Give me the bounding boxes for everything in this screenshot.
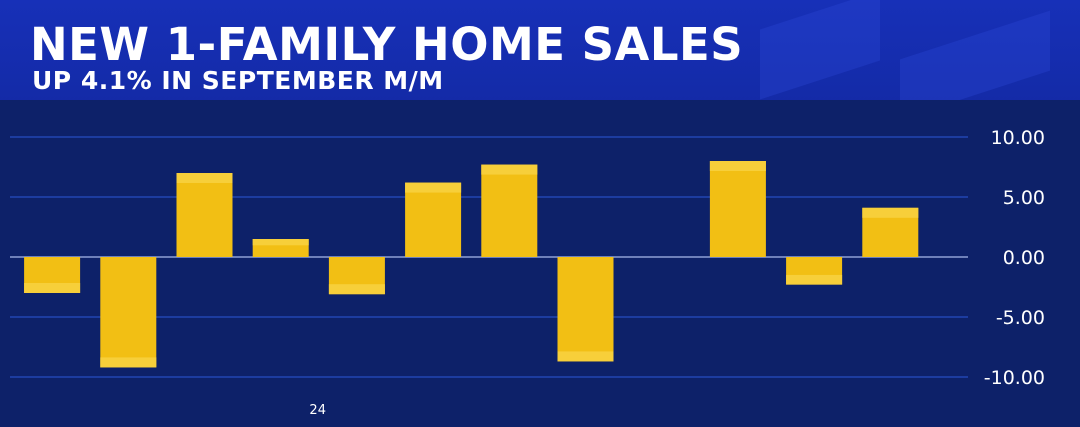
chart-title: NEW 1-FAMILY HOME SALES bbox=[30, 18, 744, 71]
bar bbox=[709, 161, 766, 257]
bar-cap bbox=[862, 207, 919, 218]
bar-cap bbox=[709, 161, 766, 171]
bar bbox=[405, 182, 462, 257]
bar-cap bbox=[24, 283, 81, 293]
bar-cap bbox=[328, 284, 385, 295]
bar-cap bbox=[481, 164, 538, 175]
bar-cap bbox=[557, 351, 614, 362]
plot-area: 10.00 5.00 0.00 -5.00 -10.00 24 bbox=[0, 100, 1080, 427]
y-tick-label: -10.00 bbox=[984, 367, 1045, 389]
bar bbox=[176, 173, 233, 257]
bar-cap bbox=[100, 357, 157, 368]
y-tick-label: 5.00 bbox=[1003, 187, 1045, 209]
bar bbox=[481, 164, 538, 257]
bar bbox=[557, 257, 614, 362]
bar-cap bbox=[405, 182, 462, 193]
y-tick-label: 10.00 bbox=[991, 127, 1045, 149]
bar-cap bbox=[252, 239, 309, 246]
y-tick-label: -5.00 bbox=[996, 307, 1045, 329]
y-tick-label: 0.00 bbox=[1003, 247, 1045, 269]
bar-cap bbox=[786, 274, 843, 285]
bar-cap bbox=[176, 173, 233, 183]
chart-subtitle: UP 4.1% IN SEPTEMBER M/M bbox=[32, 66, 444, 95]
x-tick-label: 24 bbox=[309, 403, 326, 418]
bar-chart: 10.00 5.00 0.00 -5.00 -10.00 24 bbox=[10, 127, 1045, 418]
bar bbox=[100, 257, 157, 368]
